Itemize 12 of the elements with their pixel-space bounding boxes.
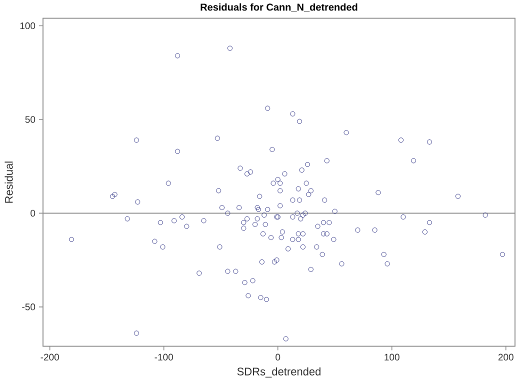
y-tick-label: 100 [20,22,36,30]
chart-title: Residuals for Cann_N_detrended [200,3,358,12]
x-tick-label: 100 [384,354,400,360]
x-tick-label: -200 [40,354,59,360]
x-tick-label: 0 [276,354,280,360]
y-tick-label: 50 [25,116,36,123]
y-tick-label: -50 [22,303,36,310]
y-tick-label: 0 [30,210,36,216]
x-tick-label: 200 [498,354,514,360]
x-axis-title: SDRs_detrended [237,367,320,378]
y-axis-title: Residual [4,161,13,203]
x-tick-label: -100 [154,354,173,360]
